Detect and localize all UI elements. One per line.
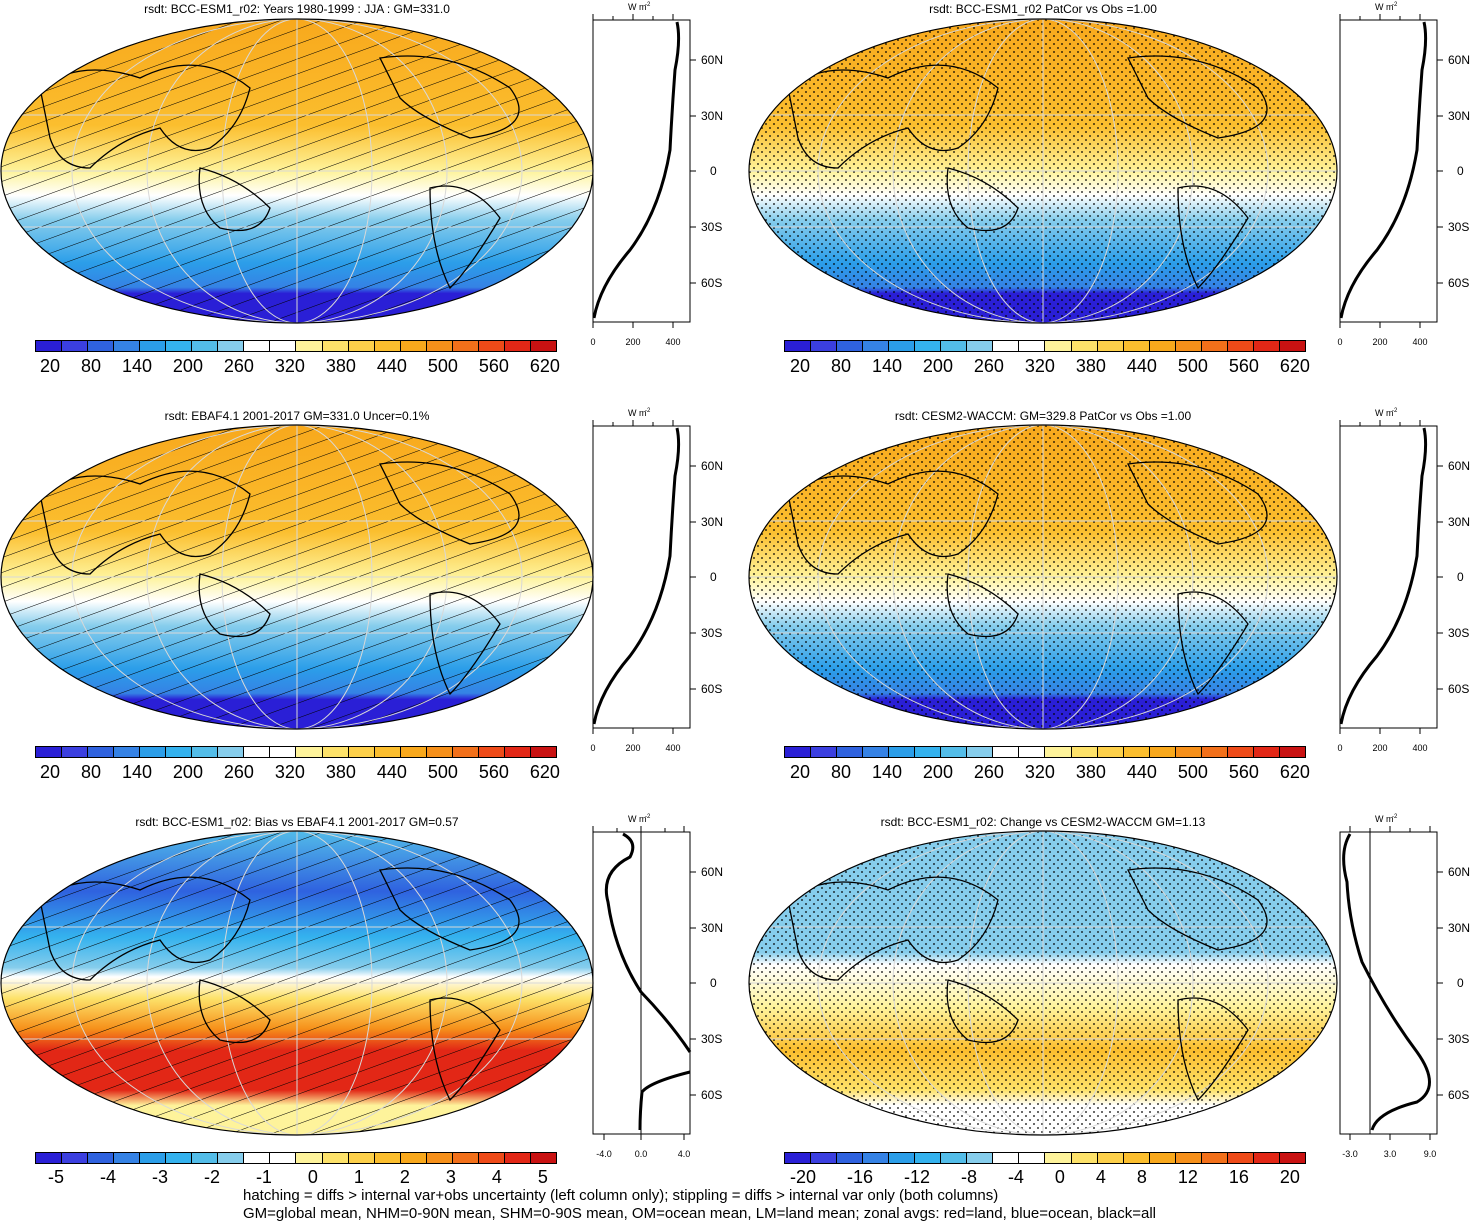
- panel-title: rsdt: BCC-ESM1_r02 PatCor vs Obs =1.00: [929, 2, 1157, 16]
- zonal-mean-plot: W m-2 0 200 400 60N 30N 0 30S 60S: [1337, 2, 1470, 347]
- svg-text:400: 400: [1412, 337, 1427, 347]
- svg-text:30N: 30N: [701, 921, 723, 935]
- svg-text:400: 400: [665, 743, 680, 753]
- zonal-mean-plot: W m-2 -4.0 0.0 4.0 60N 30N 0 30S 60S: [592, 814, 723, 1159]
- svg-text:60N: 60N: [1448, 459, 1470, 473]
- svg-text:30N: 30N: [701, 515, 723, 529]
- svg-text:400: 400: [1412, 743, 1427, 753]
- zonal-mean-plot: W m-2 0 200 400 60N 30N 0 30S 60S: [1337, 408, 1470, 753]
- svg-text:0: 0: [1457, 164, 1464, 178]
- svg-text:30S: 30S: [701, 626, 722, 640]
- svg-text:W m: W m: [628, 814, 647, 824]
- svg-text:60N: 60N: [1448, 53, 1470, 67]
- svg-text:0: 0: [590, 337, 595, 347]
- svg-text:60S: 60S: [1448, 276, 1469, 290]
- svg-text:4.0: 4.0: [678, 1149, 691, 1159]
- colorbar: [35, 746, 557, 758]
- colorbar: [35, 1152, 557, 1164]
- svg-text:30N: 30N: [1448, 515, 1470, 529]
- svg-text:W m: W m: [1375, 2, 1394, 12]
- footer-note: GM=global mean, NHM=0-90N mean, SHM=0-90…: [243, 1205, 1157, 1222]
- world-map-panel: [0, 18, 594, 324]
- svg-text:-2: -2: [1392, 814, 1398, 820]
- svg-text:-2: -2: [645, 814, 651, 820]
- svg-text:W m: W m: [628, 2, 647, 12]
- svg-text:0: 0: [1337, 337, 1342, 347]
- svg-text:W m: W m: [1375, 408, 1394, 418]
- colorbar-labels: 20 80 140 200 260 320 380 440 500 560 620: [790, 356, 1310, 376]
- svg-text:-2: -2: [645, 2, 651, 8]
- colorbar-labels: 20 80 140 200 260 320 380 440 500 560 620: [40, 762, 560, 782]
- svg-text:-4.0: -4.0: [596, 1149, 612, 1159]
- svg-text:200: 200: [1372, 337, 1387, 347]
- svg-text:0: 0: [710, 164, 717, 178]
- svg-text:30S: 30S: [701, 1032, 722, 1046]
- zonal-mean-plot: W m-2 0 200 400 60N 30N 0 30S 60S: [590, 2, 723, 347]
- svg-text:60S: 60S: [701, 682, 722, 696]
- svg-text:60S: 60S: [1448, 1088, 1469, 1102]
- world-map-panel: [748, 424, 1338, 730]
- panel-title: rsdt: BCC-ESM1_r02: Change vs CESM2-WACC…: [880, 815, 1206, 829]
- colorbar-labels: -5 -4 -3 -2 -1 0 1 2 3 4 5: [48, 1167, 548, 1187]
- svg-text:200: 200: [1372, 743, 1387, 753]
- colorbar: [784, 340, 1306, 352]
- svg-text:-3.0: -3.0: [1342, 1149, 1358, 1159]
- svg-text:30N: 30N: [701, 109, 723, 123]
- svg-text:200: 200: [625, 743, 640, 753]
- svg-text:60S: 60S: [701, 276, 722, 290]
- svg-text:30S: 30S: [701, 220, 722, 234]
- svg-text:3.0: 3.0: [1384, 1149, 1397, 1159]
- footer-note: hatching = diffs > internal var+obs unce…: [243, 1187, 999, 1204]
- svg-text:0: 0: [1457, 570, 1464, 584]
- colorbar-labels: -20 -16 -12 -8 -4 0 4 8 12 16 20: [790, 1167, 1300, 1187]
- svg-text:-2: -2: [645, 408, 651, 414]
- zonal-mean-plot: W m-2 -3.0 3.0 9.0 60N 30N 0 30S 60S: [1339, 814, 1470, 1159]
- svg-text:0.0: 0.0: [635, 1149, 648, 1159]
- colorbar-labels: 20 80 140 200 260 320 380 440 500 560 620: [40, 356, 560, 376]
- panel-title: rsdt: BCC-ESM1_r02: Bias vs EBAF4.1 2001…: [135, 815, 459, 829]
- world-map-panel: [748, 830, 1338, 1136]
- world-map-panel: [0, 830, 594, 1136]
- svg-text:0: 0: [1457, 976, 1464, 990]
- world-map-panel: [0, 424, 594, 730]
- zonal-mean-plot: W m-2 0 200 400 60N 30N 0 30S 60S: [590, 408, 723, 753]
- svg-text:30N: 30N: [1448, 921, 1470, 935]
- svg-text:W m: W m: [1375, 814, 1394, 824]
- colorbar-labels: 20 80 140 200 260 320 380 440 500 560 620: [790, 762, 1310, 782]
- world-map-panel: [748, 18, 1338, 324]
- panel-title: rsdt: CESM2-WACCM: GM=329.8 PatCor vs Ob…: [894, 409, 1192, 423]
- panel-title: rsdt: BCC-ESM1_r02: Years 1980-1999 : JJ…: [144, 2, 450, 16]
- svg-text:60N: 60N: [1448, 865, 1470, 879]
- svg-text:30S: 30S: [1448, 626, 1469, 640]
- svg-text:60N: 60N: [701, 53, 723, 67]
- svg-text:60N: 60N: [701, 865, 723, 879]
- svg-text:60S: 60S: [1448, 682, 1469, 696]
- svg-text:200: 200: [625, 337, 640, 347]
- svg-text:60N: 60N: [701, 459, 723, 473]
- colorbar: [784, 746, 1306, 758]
- svg-text:-2: -2: [1392, 408, 1398, 414]
- svg-text:400: 400: [665, 337, 680, 347]
- svg-text:0: 0: [710, 570, 717, 584]
- colorbar: [784, 1152, 1306, 1164]
- svg-text:30S: 30S: [1448, 1032, 1469, 1046]
- panel-title: rsdt: EBAF4.1 2001-2017 GM=331.0 Uncer=0…: [164, 409, 430, 423]
- svg-text:9.0: 9.0: [1424, 1149, 1437, 1159]
- svg-text:60S: 60S: [701, 1088, 722, 1102]
- svg-text:0: 0: [590, 743, 595, 753]
- svg-text:-2: -2: [1392, 2, 1398, 8]
- svg-text:W m: W m: [628, 408, 647, 418]
- svg-text:0: 0: [710, 976, 717, 990]
- svg-text:0: 0: [1337, 743, 1342, 753]
- colorbar: [35, 340, 557, 352]
- svg-text:30S: 30S: [1448, 220, 1469, 234]
- svg-text:30N: 30N: [1448, 109, 1470, 123]
